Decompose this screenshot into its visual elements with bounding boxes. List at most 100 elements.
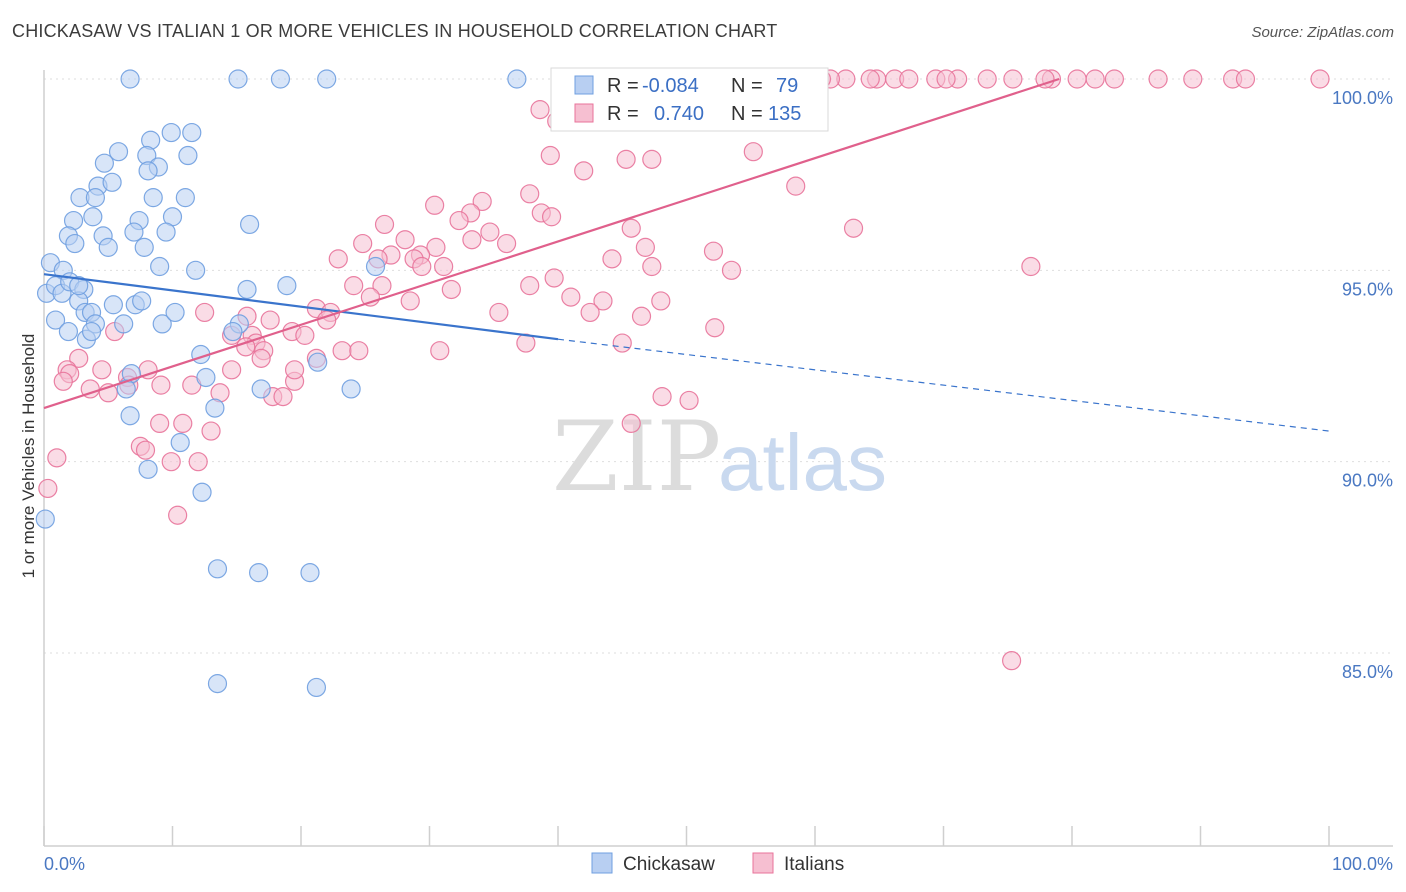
data-point (374, 214, 395, 235)
data-point (138, 459, 158, 479)
stats-n-value-chickasaw: 79 (776, 75, 798, 97)
data-point (341, 379, 361, 399)
data-point (116, 379, 136, 399)
trendline-chickasaw-extension (557, 338, 1330, 432)
data-point (228, 69, 248, 89)
stats-n-value-italians: 135 (768, 103, 801, 125)
data-point (103, 295, 123, 315)
data-point (344, 276, 364, 296)
data-point (843, 218, 864, 238)
data-point (497, 233, 517, 254)
stats-r-value-chickasaw: -0.084 (642, 75, 699, 97)
data-point (480, 222, 500, 242)
data-point (195, 302, 215, 323)
legend-label-italians: Italians (784, 854, 844, 875)
data-point (251, 379, 271, 399)
data-point (150, 256, 170, 277)
data-point (1021, 256, 1041, 277)
data-point (425, 195, 445, 215)
data-point (182, 122, 202, 143)
data-point (192, 482, 212, 502)
stats-n-label-italians: N = (731, 103, 763, 125)
data-point (332, 341, 352, 361)
watermark: ZIP atlas (552, 401, 887, 513)
data-point (69, 276, 89, 296)
data-point (102, 172, 122, 192)
data-point (412, 256, 432, 277)
data-point (317, 69, 337, 89)
data-point (593, 291, 613, 311)
data-point (679, 390, 699, 411)
data-point (507, 69, 527, 89)
data-point (223, 321, 243, 342)
data-point (462, 230, 482, 250)
data-point (651, 291, 671, 311)
data-point (786, 176, 806, 196)
stats-legend: R = -0.084 N = 79 R = 0.740 N = 135 (550, 67, 829, 132)
data-point (222, 360, 242, 380)
data-point (1235, 69, 1256, 89)
data-point (544, 268, 564, 288)
data-point (372, 276, 392, 296)
data-point (120, 69, 140, 89)
legend-swatch-chickasaw (591, 852, 613, 874)
data-point (161, 452, 181, 472)
data-point (150, 413, 170, 433)
data-point (284, 360, 305, 380)
data-point (170, 432, 190, 453)
data-point (173, 413, 193, 433)
x-axis-ticks (43, 826, 1330, 846)
data-point (1148, 69, 1168, 89)
data-point (277, 276, 297, 296)
trend-lines (43, 77, 1330, 432)
data-point (353, 233, 373, 254)
data-point (308, 352, 328, 372)
gridlines (44, 78, 1393, 654)
data-point (1183, 69, 1203, 89)
data-point (248, 563, 269, 583)
data-point (977, 69, 997, 89)
data-point (270, 69, 291, 89)
data-point (143, 188, 163, 208)
data-point (621, 413, 641, 433)
data-point (138, 161, 158, 181)
data-point (530, 100, 550, 120)
data-point (53, 371, 73, 391)
data-point (541, 207, 562, 227)
data-point (207, 559, 228, 579)
data-point (400, 291, 420, 311)
data-point (441, 279, 461, 300)
data-point (196, 367, 216, 388)
data-point (168, 505, 188, 525)
data-point (94, 153, 114, 173)
data-point (85, 188, 106, 208)
stats-n-label-chickasaw: N = (731, 75, 763, 97)
legend-label-chickasaw: Chickasaw (623, 854, 715, 875)
data-point (134, 237, 154, 257)
bottom-legend: Chickasaw Italians (591, 852, 844, 875)
data-point (936, 69, 956, 89)
data-point (201, 421, 221, 441)
data-point (69, 348, 89, 368)
data-point (705, 318, 725, 338)
data-point (899, 69, 919, 89)
stats-legend-box (550, 67, 829, 132)
data-point (1085, 69, 1105, 89)
data-point (652, 387, 672, 407)
data-point (1035, 69, 1055, 89)
data-point (237, 279, 257, 300)
axes (43, 70, 1393, 847)
data-point (260, 310, 280, 330)
y-tick-label: 100.0% (1332, 88, 1393, 108)
x-tick-label-min: 0.0% (44, 854, 85, 874)
data-point (635, 237, 655, 257)
data-point (349, 341, 369, 361)
watermark-atlas: atlas (718, 418, 887, 507)
chart-source: Source: ZipAtlas.com (1251, 24, 1394, 41)
data-point (151, 375, 171, 395)
y-tick-label: 85.0% (1342, 662, 1393, 682)
data-point (1067, 69, 1087, 89)
data-point (520, 276, 540, 296)
data-point (703, 241, 724, 261)
